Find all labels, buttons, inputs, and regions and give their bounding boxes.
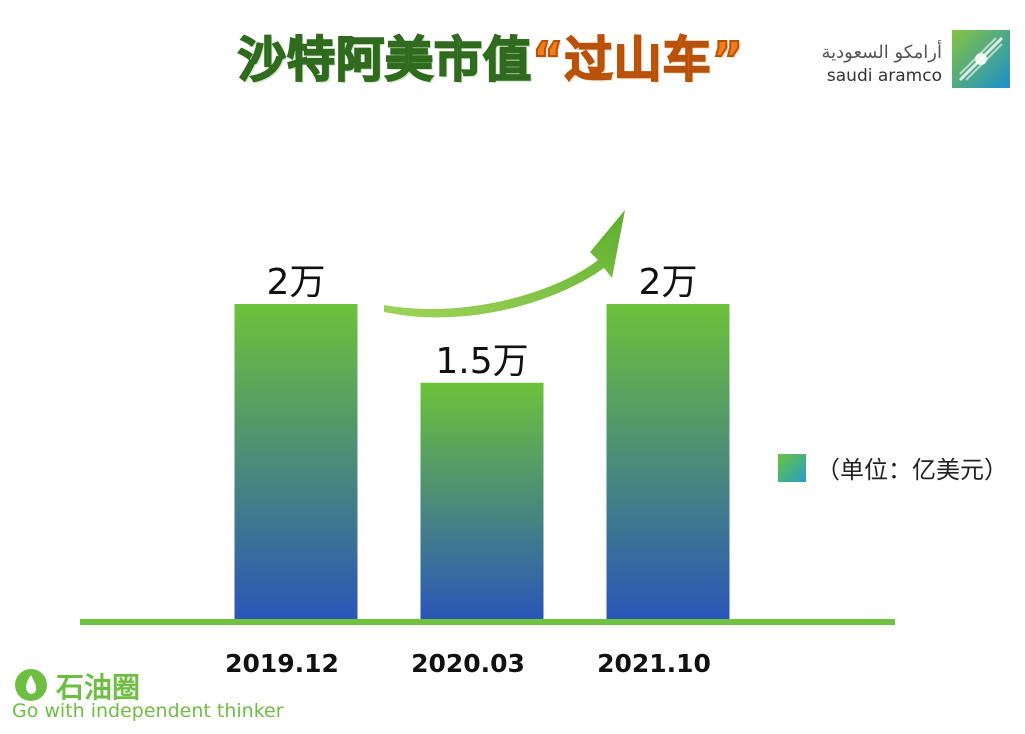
watermark-tagline: Go with independent thinker (12, 700, 284, 722)
saudi-aramco-logo: أرامكو السعودية saudi aramco (800, 30, 1010, 90)
bar-2021.10 (606, 304, 730, 619)
bar-2020.03 (420, 382, 544, 619)
watermark-name: 石油圈 (56, 671, 141, 704)
drop-logo-icon (15, 669, 47, 701)
legend: （单位：亿美元） (778, 450, 1008, 485)
aramco-mark-icon (952, 30, 1010, 88)
chart-title: 沙特阿美市值“过山车” (237, 35, 744, 85)
bar-2019.12 (234, 304, 358, 619)
title-part-1: 沙特阿美市值 (237, 32, 533, 88)
title-part-2: “过山车” (531, 32, 745, 88)
logo-english-text: saudi aramco (826, 66, 942, 86)
watermark: 石油圈 Go with independent thinker (10, 664, 290, 724)
value-label: 2万 (267, 262, 326, 303)
category-label: 2021.10 (597, 649, 711, 678)
value-label: 1.5万 (435, 341, 528, 382)
value-label: 2万 (639, 262, 698, 303)
category-label: 2019.12 (225, 649, 339, 678)
trend-arrow-icon (384, 210, 625, 318)
logo-arabic-text: أرامكو السعودية (821, 42, 943, 63)
legend-swatch (778, 453, 806, 482)
legend-label: （单位：亿美元） (816, 456, 1008, 484)
category-label: 2020.03 (411, 649, 525, 678)
